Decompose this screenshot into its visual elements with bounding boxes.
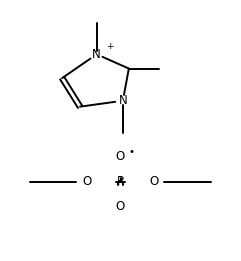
Text: P: P — [117, 175, 124, 188]
Text: +: + — [106, 42, 114, 51]
Text: O: O — [149, 175, 159, 188]
Text: O: O — [116, 200, 125, 213]
Text: O: O — [116, 150, 125, 163]
Text: O: O — [82, 175, 92, 188]
Text: N: N — [92, 48, 101, 61]
Text: •: • — [128, 147, 134, 157]
Text: N: N — [119, 94, 127, 107]
